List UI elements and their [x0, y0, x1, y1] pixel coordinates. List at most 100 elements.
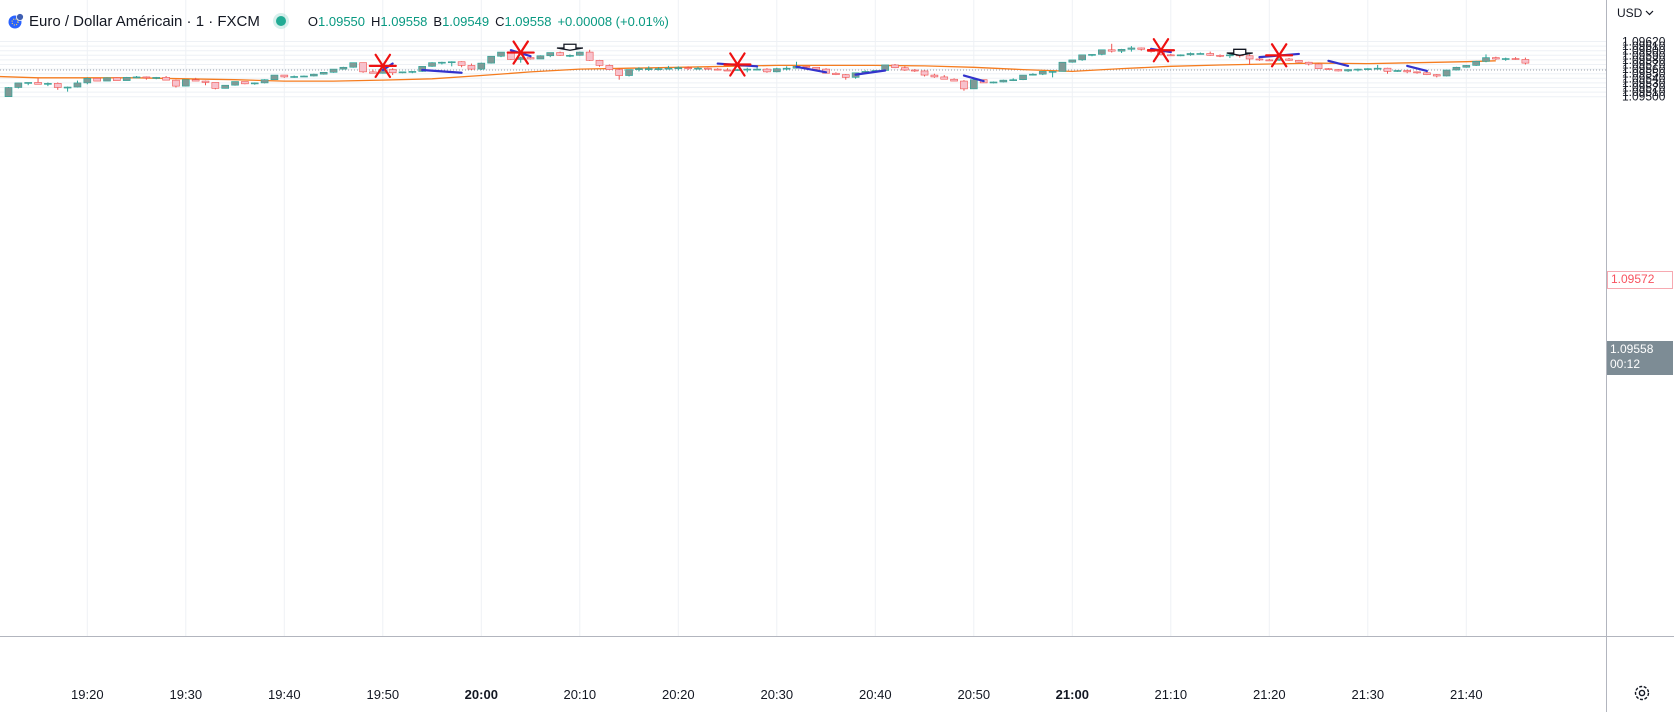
candle-body [891, 64, 899, 69]
candle-body [172, 79, 180, 87]
y-tick-label: 1.09550 [1622, 67, 1666, 81]
x-tick-label: 20:10 [564, 687, 597, 702]
candle-body [763, 68, 771, 73]
symbol-legend: Euro / Dollar Américain · 1 · FXCM O 1.09… [8, 10, 675, 32]
ma-price-tag: 1.09572 [1607, 271, 1673, 289]
candle-body [1413, 71, 1421, 74]
candle-body [1029, 73, 1037, 76]
x-tick-label: 19:40 [268, 687, 301, 702]
candle-body [546, 52, 555, 57]
candle-body [457, 61, 466, 66]
candle-body [713, 68, 722, 71]
x-tick-label: 21:20 [1253, 687, 1286, 702]
y-tick-label: 1.09600 [1622, 44, 1666, 58]
candle-body [1393, 70, 1402, 72]
cross-marker-icon [506, 40, 535, 65]
y-tick-label: 1.09610 [1622, 39, 1666, 53]
cross-marker-icon [1265, 43, 1294, 68]
close-value: 1.09558 [504, 13, 552, 29]
candle-body [812, 66, 821, 70]
candle-body [359, 62, 367, 73]
candle-body [260, 79, 269, 84]
y-tick-label: 1.09520 [1622, 81, 1666, 95]
candle-body [1038, 71, 1047, 75]
candle-body [1462, 65, 1471, 68]
candle-body [1373, 67, 1382, 70]
grid [0, 0, 1606, 636]
trend-annotation-line [421, 68, 463, 74]
candle-body [83, 78, 92, 84]
candle-body [1314, 63, 1323, 69]
candle-body [1521, 59, 1530, 64]
symbol-title[interactable]: Euro / Dollar Américain · 1 · FXCM [29, 12, 260, 30]
candle-body [901, 67, 909, 71]
candle-body [526, 57, 535, 60]
candle-body [989, 81, 998, 84]
candle-body [113, 77, 121, 81]
candle-body [447, 61, 456, 64]
candle-body [841, 74, 850, 78]
trend-annotation-line [854, 69, 887, 76]
candle-body [664, 67, 673, 70]
candle-body [1176, 54, 1185, 57]
candle-body [290, 76, 298, 78]
candle-body [428, 62, 436, 67]
x-tick-label: 20:40 [859, 687, 892, 702]
candle-body [487, 55, 495, 64]
candle-body [999, 79, 1008, 83]
bar-countdown: 00:12 [1610, 357, 1641, 371]
candle-body [231, 81, 239, 86]
candle-body [1098, 49, 1106, 55]
candle-body [1432, 74, 1441, 77]
candle-body [142, 76, 151, 79]
currency-selector[interactable]: USD [1617, 6, 1654, 20]
candle-body [940, 76, 949, 80]
y-tick-label: 1.09540 [1622, 71, 1666, 85]
cross-marker-icon [1146, 38, 1176, 63]
candle-body [1245, 55, 1254, 60]
candle-body [1482, 57, 1490, 62]
candle-body [477, 62, 486, 70]
candle-body [34, 82, 42, 85]
candle-body [122, 77, 131, 81]
x-tick-label: 20:50 [958, 687, 991, 702]
candle-body [349, 62, 358, 68]
candle-body [93, 78, 101, 82]
down-arrow-icon [556, 43, 584, 51]
candle-body [1078, 54, 1086, 61]
candle-body [73, 82, 82, 88]
candle-body [1304, 61, 1313, 65]
candle-body [694, 67, 702, 70]
annotations-layer [368, 38, 1429, 83]
candle-body [1088, 54, 1096, 56]
candle-body [14, 82, 23, 88]
cross-marker-icon [368, 53, 397, 79]
candle-body [654, 68, 663, 70]
y-tick-label: 1.09620 [1622, 35, 1666, 49]
last-price-tag: 1.09558 00:12 [1607, 341, 1673, 375]
settings-gear-icon[interactable] [1632, 683, 1652, 703]
x-tick-label: 19:20 [71, 687, 104, 702]
candle-body [1186, 53, 1195, 56]
candle-body [1295, 60, 1303, 63]
candle-body [1403, 70, 1411, 73]
open-key: O [307, 13, 319, 29]
x-tick-label: 21:10 [1155, 687, 1188, 702]
candle-body [408, 71, 417, 73]
candle-body [1048, 71, 1057, 73]
cross-marker-icon [723, 52, 752, 77]
candle-body [211, 82, 220, 89]
x-tick-label: 19:50 [367, 687, 400, 702]
down-arrow-icon [1226, 48, 1253, 56]
candle-body [339, 66, 348, 70]
candle-body [497, 51, 505, 57]
trend-annotation-line [1327, 59, 1350, 67]
low-value: 1.09549 [442, 13, 490, 29]
candle-body [53, 83, 62, 88]
candle-body [44, 83, 52, 85]
candle-body [467, 65, 476, 70]
candle-body [585, 51, 594, 61]
chevron-down-icon [1645, 10, 1654, 16]
